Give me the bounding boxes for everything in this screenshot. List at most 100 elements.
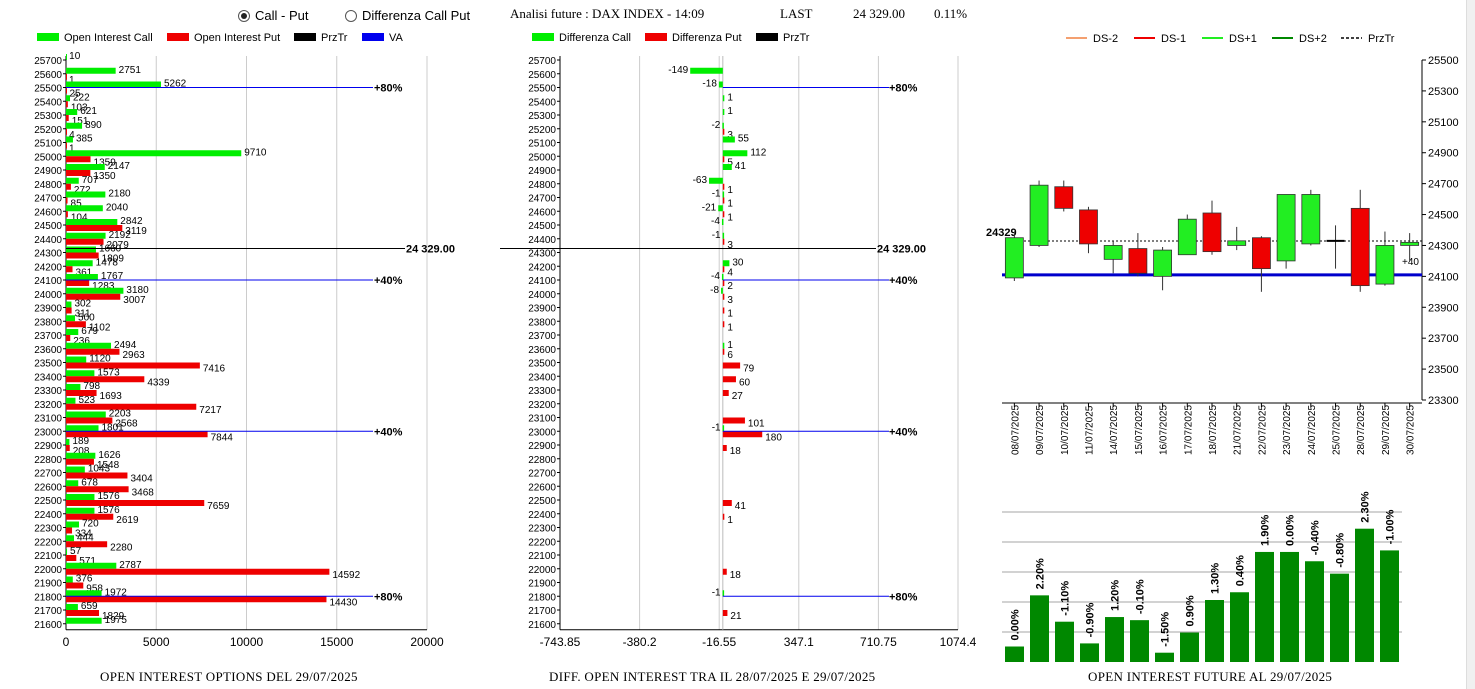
strike-label: 25700 bbox=[528, 56, 556, 67]
future-oi-bar bbox=[1280, 551, 1299, 662]
diff-call-value-label: -8 bbox=[710, 285, 719, 296]
call-value-label: 10 bbox=[69, 51, 81, 62]
right-note-label: +40 bbox=[1402, 257, 1419, 268]
call-value-label: 444 bbox=[77, 532, 94, 543]
diff-put-bar bbox=[722, 417, 745, 424]
call-bar bbox=[66, 507, 95, 514]
future-oi-pct-label: 0.00% bbox=[1010, 609, 1022, 640]
diff-put-value-label: 1 bbox=[727, 212, 733, 223]
put-bar bbox=[66, 335, 71, 341]
x-tick-label: 1074.4 bbox=[940, 635, 977, 649]
put-bar bbox=[66, 390, 97, 396]
call-value-label: 1972 bbox=[105, 587, 128, 598]
put-value-label: 104 bbox=[71, 212, 88, 223]
call-bar bbox=[66, 219, 118, 225]
radio-call-put[interactable]: Call - Put bbox=[238, 8, 308, 23]
legend-difference: Differenza Call Differenza Put PrzTr bbox=[532, 32, 810, 44]
put-bar bbox=[66, 513, 114, 520]
future-oi-pct-label: -1.10% bbox=[1060, 581, 1072, 616]
strike-label: 22500 bbox=[34, 496, 62, 507]
diff-call-bar bbox=[722, 122, 724, 129]
put-bar bbox=[66, 568, 330, 575]
diff-call-value-label: 55 bbox=[738, 134, 750, 145]
strike-label: 24000 bbox=[34, 290, 62, 301]
y-tick-label: 24500 bbox=[1428, 210, 1459, 222]
strike-label: 23000 bbox=[528, 427, 556, 438]
diff-put-bar bbox=[722, 280, 725, 286]
strike-label: 22600 bbox=[528, 482, 556, 493]
x-tick-label: 15000 bbox=[320, 635, 354, 649]
strike-label: 24400 bbox=[34, 235, 62, 246]
diff-call-bar bbox=[722, 342, 725, 349]
strike-label: 22200 bbox=[528, 537, 556, 548]
strike-label: 24300 bbox=[34, 249, 62, 260]
diff-put-bar bbox=[722, 500, 732, 506]
diff-put-value-label: 1 bbox=[727, 185, 733, 196]
strike-label: 23500 bbox=[528, 359, 556, 370]
strike-label: 22900 bbox=[34, 441, 62, 452]
call-bar bbox=[66, 301, 72, 308]
strike-label: 23800 bbox=[34, 317, 62, 328]
call-bar bbox=[66, 136, 73, 143]
call-value-label: 1573 bbox=[97, 367, 120, 378]
diff-put-value-label: 60 bbox=[739, 377, 751, 388]
strike-label: 22800 bbox=[528, 455, 556, 466]
strike-label: 21700 bbox=[528, 606, 556, 617]
va-label: +80% bbox=[374, 591, 403, 603]
future-oi-pct-label: 2.30% bbox=[1360, 491, 1372, 522]
put-value-label: 151 bbox=[72, 116, 89, 127]
scrollbar[interactable] bbox=[1466, 0, 1475, 689]
legend-prztr-swatch bbox=[294, 33, 316, 41]
strike-label: 24900 bbox=[34, 166, 62, 177]
call-value-label: 2040 bbox=[106, 202, 129, 213]
va-label: +80% bbox=[889, 591, 918, 603]
legend-ds-minus2-label: DS-2 bbox=[1093, 33, 1118, 45]
call-value-label: 720 bbox=[82, 519, 99, 530]
diff-put-bar bbox=[722, 238, 725, 245]
future-oi-pct-label: -0.80% bbox=[1335, 533, 1347, 568]
candle-body bbox=[1252, 237, 1271, 270]
strike-label: 23500 bbox=[34, 359, 62, 370]
put-value-label: 1 bbox=[69, 144, 75, 155]
diff-put-value-label: 18 bbox=[730, 446, 742, 457]
call-bar bbox=[66, 95, 71, 102]
future-oi-bar bbox=[1255, 551, 1274, 662]
legend-open-interest: Open Interest Call Open Interest Put Prz… bbox=[37, 32, 404, 44]
call-bar bbox=[66, 590, 102, 597]
call-bar bbox=[66, 397, 76, 404]
x-tick-label: -16.55 bbox=[702, 635, 736, 649]
strike-label: 23300 bbox=[528, 386, 556, 397]
put-bar bbox=[66, 225, 123, 231]
diff-call-bar bbox=[722, 425, 725, 432]
strike-label: 24400 bbox=[528, 235, 556, 246]
call-value-label: 1576 bbox=[97, 491, 120, 502]
diff-call-value-label: 1 bbox=[727, 92, 733, 103]
candle-body bbox=[1004, 237, 1024, 279]
diff-call-value-label: -18 bbox=[702, 79, 717, 90]
strike-label: 23300 bbox=[34, 386, 62, 397]
future-oi-pct-label: -1.00% bbox=[1385, 509, 1397, 544]
call-bar bbox=[66, 521, 79, 528]
strike-label: 23200 bbox=[34, 400, 62, 411]
radio-diff-call-put[interactable]: Differenza Call Put bbox=[345, 8, 470, 23]
strike-label: 25100 bbox=[528, 139, 556, 150]
radio-selected-icon bbox=[238, 10, 250, 22]
candle-body bbox=[1153, 249, 1172, 277]
y-tick-label: 24100 bbox=[1428, 271, 1459, 283]
put-value-label: 958 bbox=[86, 584, 103, 595]
diff-put-bar bbox=[722, 568, 727, 575]
call-value-label: 302 bbox=[74, 299, 91, 310]
date-tick-label: 24/07/2025 bbox=[1307, 405, 1318, 455]
legend-diff-put-swatch bbox=[645, 33, 667, 41]
strike-label: 24700 bbox=[528, 194, 556, 205]
put-value-label: 2280 bbox=[110, 542, 133, 553]
diff-call-bar bbox=[722, 109, 725, 115]
put-value-label: 14430 bbox=[329, 597, 357, 608]
call-bar bbox=[66, 150, 242, 157]
call-value-label: 376 bbox=[76, 574, 93, 585]
diff-call-value-label: 1 bbox=[727, 106, 733, 117]
put-value-label: 361 bbox=[76, 267, 93, 278]
strike-label: 25000 bbox=[34, 152, 62, 163]
diff-call-value-label: -1 bbox=[712, 230, 721, 241]
future-oi-pct-label: -0.10% bbox=[1135, 579, 1147, 614]
